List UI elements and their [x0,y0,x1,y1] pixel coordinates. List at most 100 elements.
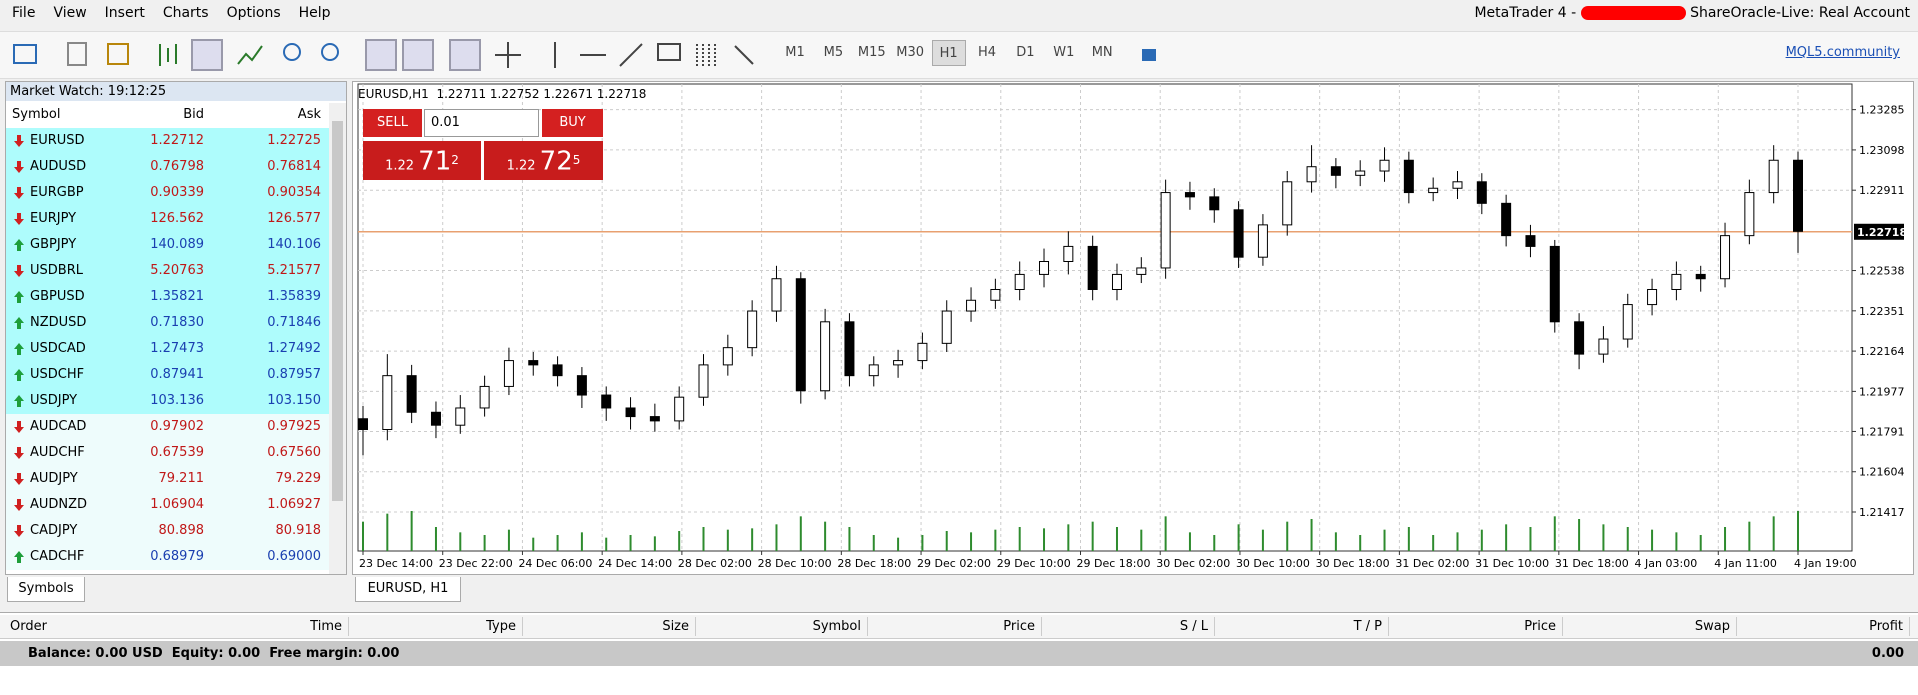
candle-body [1330,166,1341,176]
candle-body [1014,273,1025,290]
menu-item[interactable]: File [12,5,36,21]
timeframe-button[interactable]: H1 [931,40,966,66]
symbol-row[interactable]: AUDJPY 79.211 79.229 [6,466,329,492]
symbol-row[interactable]: EURUSD 1.22712 1.22725 [6,128,329,154]
column-header[interactable]: Size [662,619,689,634]
bid: 5.20763 [150,263,204,278]
column-header[interactable]: Price [1003,619,1035,634]
price-label: 1.23285 [1859,104,1905,117]
timeframe-button[interactable]: D1 [1016,45,1035,60]
candle-body [1209,196,1220,211]
timeframe-button[interactable]: M5 [823,45,844,60]
column-header[interactable]: Profit [1869,619,1903,634]
timeframe-button[interactable]: M1 [785,45,805,60]
candle-body [1136,267,1147,275]
arrow [14,161,24,173]
symbol: GBPUSD [30,289,85,304]
symbol-row[interactable]: AUDCAD 0.97902 0.97925 [6,414,329,440]
direction-arrow [14,525,24,537]
symbol: CADCHF [30,549,85,564]
bid: 1.22712 [150,133,204,148]
symbol-row[interactable]: EURGBP 0.90339 0.90354 [6,180,329,206]
price-big: 1.22 [506,158,536,174]
scroll-thumb[interactable] [332,121,343,501]
symbol-row[interactable]: AUDNZD 1.06904 1.06927 [6,492,329,518]
account-name: ShareOracle-Live: Real Account [1690,5,1910,21]
sell-price[interactable]: 1.22 712 [363,141,481,180]
candle-body [1501,202,1512,237]
scrollbar[interactable] [329,103,346,574]
candle-body [820,321,831,392]
column-header[interactable]: T / P [1353,619,1382,634]
direction-arrow [14,265,24,277]
column-header[interactable]: Time [310,619,342,634]
direction-arrow [14,551,24,563]
candle-body [1452,181,1463,189]
symbol-row[interactable]: AUDUSD 0.76798 0.76814 [6,154,329,180]
candle-body [1087,245,1098,290]
symbol-row[interactable]: CADJPY 80.898 80.918 [6,518,329,544]
price-pips: 72 [539,146,573,177]
symbol-row[interactable]: USDJPY 103.136 103.150 [6,388,329,414]
symbol-row[interactable]: USDCHF 0.87941 0.87957 [6,362,329,388]
menu-item[interactable]: Charts [162,5,209,21]
column-separator [695,617,696,636]
mql5-link[interactable]: MQL5.community [1785,45,1900,60]
column-header[interactable]: Type [486,619,516,634]
redaction [1580,6,1686,20]
buy-button[interactable]: BUY [542,109,603,137]
autoscroll-icon [365,39,397,71]
column-header[interactable]: Order [10,619,47,634]
direction-arrow [14,135,24,147]
menu-item[interactable]: Help [298,5,331,21]
market-watch-title: Market Watch: 19:12:25 [6,82,346,101]
buy-price[interactable]: 1.22 725 [484,141,603,180]
menu-bar: File View Insert Charts Options Help [12,5,349,21]
candle-body [1355,170,1366,176]
candle-body [1063,245,1074,262]
timeframe-button[interactable]: W1 [1053,45,1075,60]
timeframe-button[interactable]: MN [1091,45,1113,60]
crosshair-icon [495,42,521,68]
profit-total: 0.00 [1871,646,1904,661]
column-header[interactable]: Price [1524,619,1556,634]
menu-item[interactable]: Insert [104,5,145,21]
arrow [14,213,24,225]
arrow [14,317,24,329]
symbol-row[interactable]: USDCAD 1.27473 1.27492 [6,336,329,362]
column-header[interactable]: Swap [1694,619,1730,634]
symbol-row[interactable]: CADCHF 0.68979 0.69000 [6,544,329,570]
timeframe-button[interactable]: M15 [857,45,886,60]
menu-item[interactable]: Options [226,5,281,21]
symbol-row[interactable]: GBPJPY 140.089 140.106 [6,232,329,258]
column-header[interactable]: Symbol [812,619,861,634]
symbol: USDCAD [30,341,86,356]
symbol-row[interactable]: GBPUSD 1.35821 1.35839 [6,284,329,310]
lot-input[interactable]: 0.01 [424,109,539,137]
sell-button[interactable]: SELL [363,109,422,137]
symbol-row[interactable]: AUDCHF 0.67539 0.67560 [6,440,329,466]
time-label: 29 Dec 02:00 [917,557,991,570]
symbol: CADJPY [30,523,78,538]
symbols-tab[interactable]: Symbols [7,577,85,602]
column-header[interactable]: S / L [1179,619,1208,634]
terminal-header: Order Time Type Size Symbol Price S / L T / P Pr… [0,615,1918,639]
symbol-row[interactable]: USDBRL 5.20763 5.21577 [6,258,329,284]
ask: 0.97925 [267,419,321,434]
symbol-row[interactable]: NZDUSD 0.71830 0.71846 [6,310,329,336]
balance-text: Balance: 0.00 USD Equity: 0.00 Free marg… [28,646,400,661]
candle-body [990,288,1001,301]
chart-tab[interactable]: EURUSD, H1 [355,577,461,602]
symbol-row[interactable]: EURJPY 126.562 126.577 [6,206,329,232]
candle-body [1525,235,1536,247]
timeframe-button[interactable]: H4 [977,45,997,60]
arrow [14,551,24,563]
timeframe-button[interactable]: M30 [896,45,925,60]
bid: 1.35821 [150,289,204,304]
symbol: EURJPY [30,211,77,226]
menu-item[interactable]: View [53,5,87,21]
direction-arrow [14,343,24,355]
candle-body [479,385,490,409]
bid: 103.136 [150,393,204,408]
